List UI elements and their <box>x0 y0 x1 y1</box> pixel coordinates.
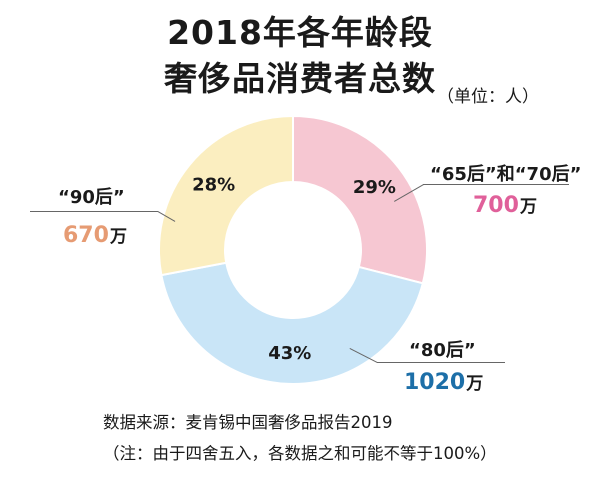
category-label-90: “90后” <box>58 187 125 208</box>
leader-line-90-h <box>30 211 158 212</box>
chart-title-line1: 2018年各年龄段 <box>167 13 433 52</box>
value-number-65-70: 700 <box>473 193 519 218</box>
donut-slice-80 <box>160 261 425 385</box>
leader-line-80-h <box>377 362 505 363</box>
value-label-80: 1020万 <box>404 369 483 395</box>
value-unit-65-70: 万 <box>519 197 537 217</box>
category-label-65-70: “65后”和“70后” <box>430 164 582 185</box>
unit-label: （单位：人） <box>437 87 539 107</box>
value-unit-80: 万 <box>466 374 484 394</box>
category-label-80: “80后” <box>409 340 476 361</box>
percent-label-80: 43% <box>268 343 311 364</box>
note-text: （注：由于四舍五入，各数据之和可能不等于100%） <box>103 444 497 463</box>
percent-label-65-70: 29% <box>353 177 396 198</box>
chart-title-line2: 奢侈品消费者总数 <box>164 59 436 98</box>
leader-line-65-70-h <box>423 184 569 185</box>
value-label-65-70: 700万 <box>473 192 537 218</box>
value-number-80: 1020 <box>404 370 466 395</box>
value-label-90: 670万 <box>63 222 127 248</box>
value-number-90: 670 <box>63 223 109 248</box>
percent-label-90: 28% <box>192 174 235 195</box>
value-unit-90: 万 <box>109 227 127 247</box>
donut-slice-65-70 <box>292 114 428 285</box>
donut-slice-90 <box>158 114 294 277</box>
source-text: 数据来源：麦肯锡中国奢侈品报告2019 <box>103 413 393 432</box>
